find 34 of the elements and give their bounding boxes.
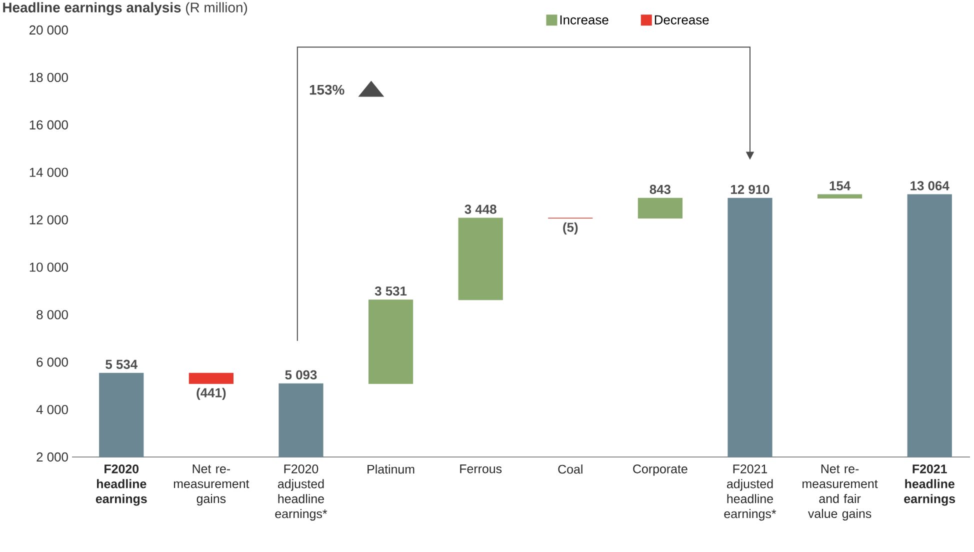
data-label: (441) [196,388,226,400]
x-tick-label: F2020 adjusted headline earnings* [275,464,328,521]
data-label: 154 [830,181,851,190]
legend-label: Increase [560,15,608,24]
x-tick-label: Ferrous [460,464,502,474]
x-tick-label: Net re-measurement and fair value gains [802,464,878,520]
data-label: 5 093 [285,370,317,380]
data-label: 12 910 [731,184,770,194]
data-label: 843 [650,184,671,194]
x-tick-label: F2021 headline earnings [904,464,956,506]
data-label: 5 534 [106,360,138,369]
y-tick-label: 8 000 [36,310,68,320]
y-tick-label: 2 000 [36,452,68,462]
x-tick-label: F2020 headline earnings [96,464,147,506]
data-label: (5) [563,222,578,234]
y-tick-label: 18 000 [30,72,68,82]
data-label: 13 064 [910,181,950,190]
y-tick-label: 14 000 [30,168,68,177]
y-tick-label: 6 000 [36,358,68,367]
y-tick-label: 10 000 [30,262,68,272]
y-tick-label: 20 000 [30,25,68,35]
chart-title: Headline earnings analysis (R million) [3,2,248,16]
x-tick-label: Platinum [368,464,414,474]
x-tick-label: Coal [558,464,582,474]
x-tick-label: Net re-measurement gains [174,464,250,506]
x-tick-label: F2021 adjusted headline earnings* [724,464,776,521]
x-tick-label: Corporate [633,464,688,476]
y-tick-label: 4 000 [36,404,68,414]
y-tick-label: 16 000 [30,120,68,130]
legend-label: Decrease [654,15,709,24]
data-label: 3 448 [464,204,496,214]
annotation: 153% [310,84,344,95]
data-label: 3 531 [374,286,407,296]
y-tick-label: 12 000 [30,215,68,224]
